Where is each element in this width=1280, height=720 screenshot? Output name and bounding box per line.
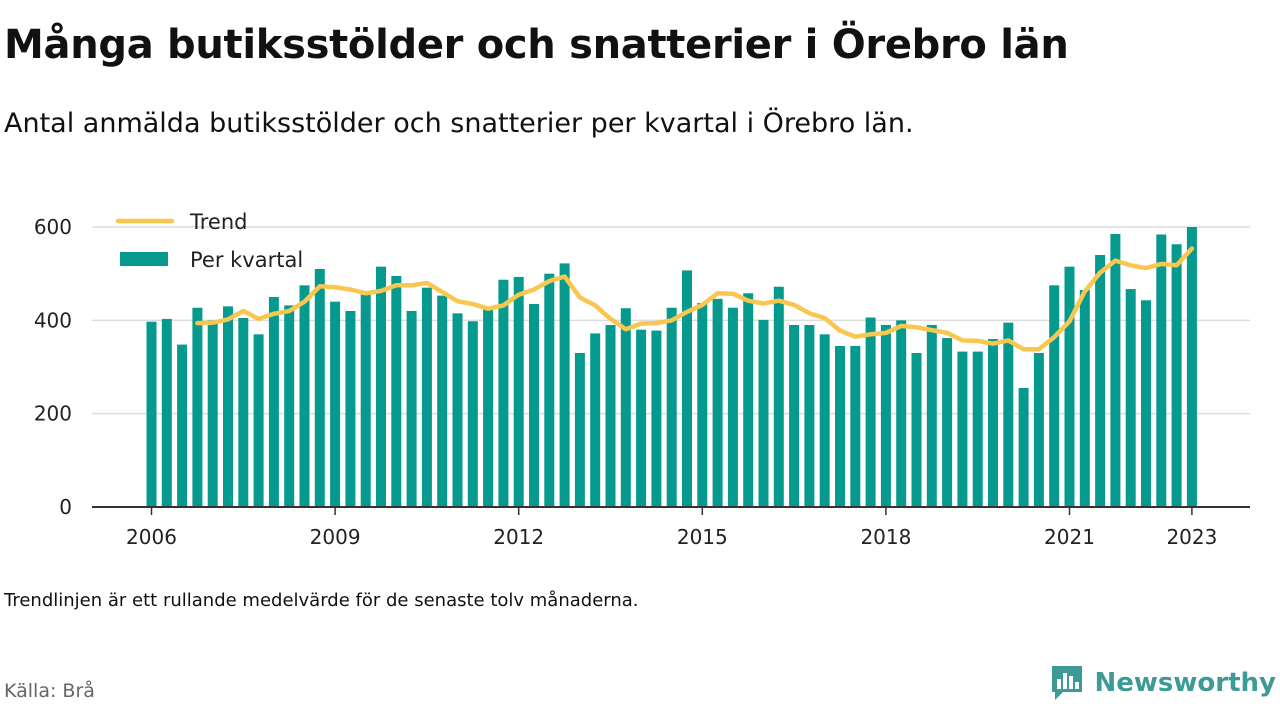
bar: [406, 311, 417, 507]
bar: [1079, 290, 1090, 507]
bar: [1049, 285, 1060, 507]
bar: [942, 338, 953, 507]
chart-note: Trendlinjen är ett rullande medelvärde f…: [4, 590, 639, 611]
bar: [1171, 244, 1182, 507]
bar: [1003, 322, 1014, 507]
bar: [513, 276, 524, 507]
chart-subtitle: Antal anmälda butiksstölder och snatteri…: [4, 108, 914, 139]
bar: [835, 346, 845, 507]
bar: [299, 285, 310, 507]
bar: [666, 307, 677, 507]
bar: [590, 333, 601, 507]
x-tick-label: 2006: [126, 525, 177, 549]
x-tick-label: 2021: [1044, 525, 1095, 549]
bar: [911, 353, 922, 507]
bar: [1033, 353, 1044, 507]
x-tick-label: 2009: [310, 525, 361, 549]
bar: [177, 344, 188, 507]
bar: [192, 307, 203, 507]
bar: [789, 325, 800, 507]
bar: [207, 320, 218, 507]
bar: [1064, 266, 1075, 507]
bar-line-chart: 0 200 400 600 2006 2009 2012 2015 2018 2021 2023 Tr…: [34, 210, 1250, 549]
source-credit: Källa: Brå: [4, 680, 95, 702]
chart-title: Många butiksstölder och snatterier i Öre…: [4, 22, 1069, 68]
bar: [651, 330, 662, 507]
trend-line: [195, 246, 1195, 352]
bar: [743, 293, 754, 507]
bar: [376, 266, 386, 507]
bar: [682, 270, 692, 507]
bar: [957, 351, 968, 507]
bar: [529, 304, 539, 507]
bar: [636, 329, 647, 507]
brand-name: Newsworthy: [1094, 668, 1276, 698]
bar: [223, 306, 233, 507]
bar: [483, 308, 494, 507]
bar: [1186, 227, 1197, 507]
bar: [544, 273, 555, 507]
legend-bar-label: Per kvartal: [190, 248, 303, 272]
bar: [712, 298, 723, 507]
bar: [1018, 388, 1029, 507]
bar: [773, 286, 784, 507]
y-tick-label: 400: [34, 308, 72, 332]
bar: [253, 334, 264, 507]
brand-logo[interactable]: Newsworthy: [1049, 664, 1276, 702]
bar: [620, 308, 631, 507]
bar: [161, 318, 172, 507]
bar: [1141, 300, 1151, 507]
bar: [926, 325, 937, 507]
x-tick-label: 2012: [493, 525, 544, 549]
bar: [391, 276, 402, 507]
bar: [804, 325, 815, 507]
bar: [238, 318, 249, 507]
y-tick-label: 0: [59, 495, 72, 519]
x-tick-label: 2023: [1166, 525, 1217, 549]
bar: [467, 321, 478, 507]
bar: [972, 351, 983, 507]
x-tick-label: 2015: [677, 525, 728, 549]
bar: [268, 297, 279, 507]
bar: [819, 334, 830, 507]
y-tick-label: 600: [34, 215, 72, 239]
bar: [896, 320, 907, 507]
bar: [452, 313, 463, 507]
bar: [727, 307, 738, 507]
x-tick-label: 2018: [860, 525, 911, 549]
bar: [1095, 255, 1106, 507]
bar: [1125, 289, 1136, 507]
bar: [988, 339, 998, 507]
bar: [360, 294, 371, 507]
bar: [697, 303, 708, 507]
bar: [865, 317, 876, 507]
legend-trend-label: Trend: [189, 210, 247, 234]
y-tick-label: 200: [34, 402, 72, 426]
legend-bar-swatch: [120, 252, 168, 266]
bar: [146, 321, 157, 507]
bar: [284, 305, 295, 507]
bar: [1110, 234, 1121, 507]
bar: [437, 295, 448, 507]
newsworthy-logo-icon: [1051, 666, 1082, 700]
bar: [421, 287, 432, 507]
bar: [880, 325, 891, 507]
bar: [330, 301, 341, 507]
bar: [574, 353, 585, 507]
bar: [314, 269, 325, 507]
bar: [850, 346, 861, 507]
bar: [605, 325, 616, 507]
bar: [758, 319, 769, 507]
bar: [345, 311, 356, 507]
bar: [559, 263, 570, 507]
bar: [498, 279, 509, 507]
bar: [1156, 234, 1167, 507]
